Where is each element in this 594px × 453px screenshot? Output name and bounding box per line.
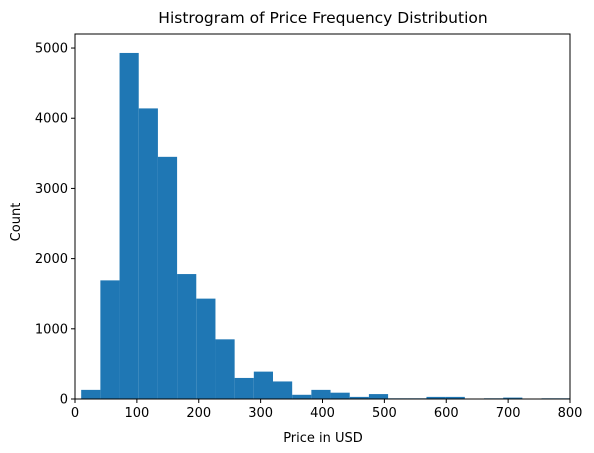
x-tick-label: 0 xyxy=(71,406,79,421)
histogram-bar xyxy=(253,371,273,399)
x-tick-label: 300 xyxy=(248,406,273,421)
histogram-bar xyxy=(311,389,331,399)
y-axis-label: Count xyxy=(9,203,24,242)
histogram-bar xyxy=(234,377,254,399)
histogram-bar xyxy=(196,298,216,399)
histogram-bar xyxy=(330,392,350,399)
histogram-bar xyxy=(426,396,446,399)
x-tick-label: 200 xyxy=(186,406,211,421)
x-tick-label: 700 xyxy=(496,406,521,421)
y-tick-label: 5000 xyxy=(35,42,68,57)
x-tick-label: 500 xyxy=(372,406,397,421)
histogram-bar xyxy=(349,396,369,399)
bars-group xyxy=(81,52,570,400)
x-axis-ticks: 0 100 200 300 400 500 600 700 800 xyxy=(71,399,583,421)
x-tick-label: 100 xyxy=(124,406,149,421)
y-tick-label: 4000 xyxy=(35,112,68,127)
x-axis-label: Price in USD xyxy=(283,431,363,446)
histogram-bar xyxy=(157,156,178,399)
histogram-bar xyxy=(119,52,139,399)
histogram-bar xyxy=(100,280,120,399)
histogram-bar xyxy=(273,381,293,399)
y-tick-label: 2000 xyxy=(35,252,68,267)
y-tick-label: 3000 xyxy=(35,182,68,197)
histogram-bar xyxy=(215,339,235,399)
histogram-bar xyxy=(81,389,101,399)
histogram-bar xyxy=(445,396,465,399)
histogram-bar xyxy=(503,397,523,399)
histogram-bar xyxy=(177,274,197,399)
x-tick-label: 800 xyxy=(558,406,583,421)
x-tick-label: 400 xyxy=(310,406,335,421)
plot-frame xyxy=(74,33,571,400)
y-tick-label: 1000 xyxy=(35,322,68,337)
y-tick-label: 0 xyxy=(60,393,68,408)
histogram-bar xyxy=(292,394,312,399)
y-axis-ticks: 0 1000 2000 3000 4000 5000 xyxy=(35,42,75,408)
x-tick-label: 600 xyxy=(434,406,459,421)
histogram-bar xyxy=(368,394,389,399)
histogram-bar xyxy=(138,108,158,400)
chart-title: Histrogram of Price Frequency Distributi… xyxy=(158,9,487,27)
